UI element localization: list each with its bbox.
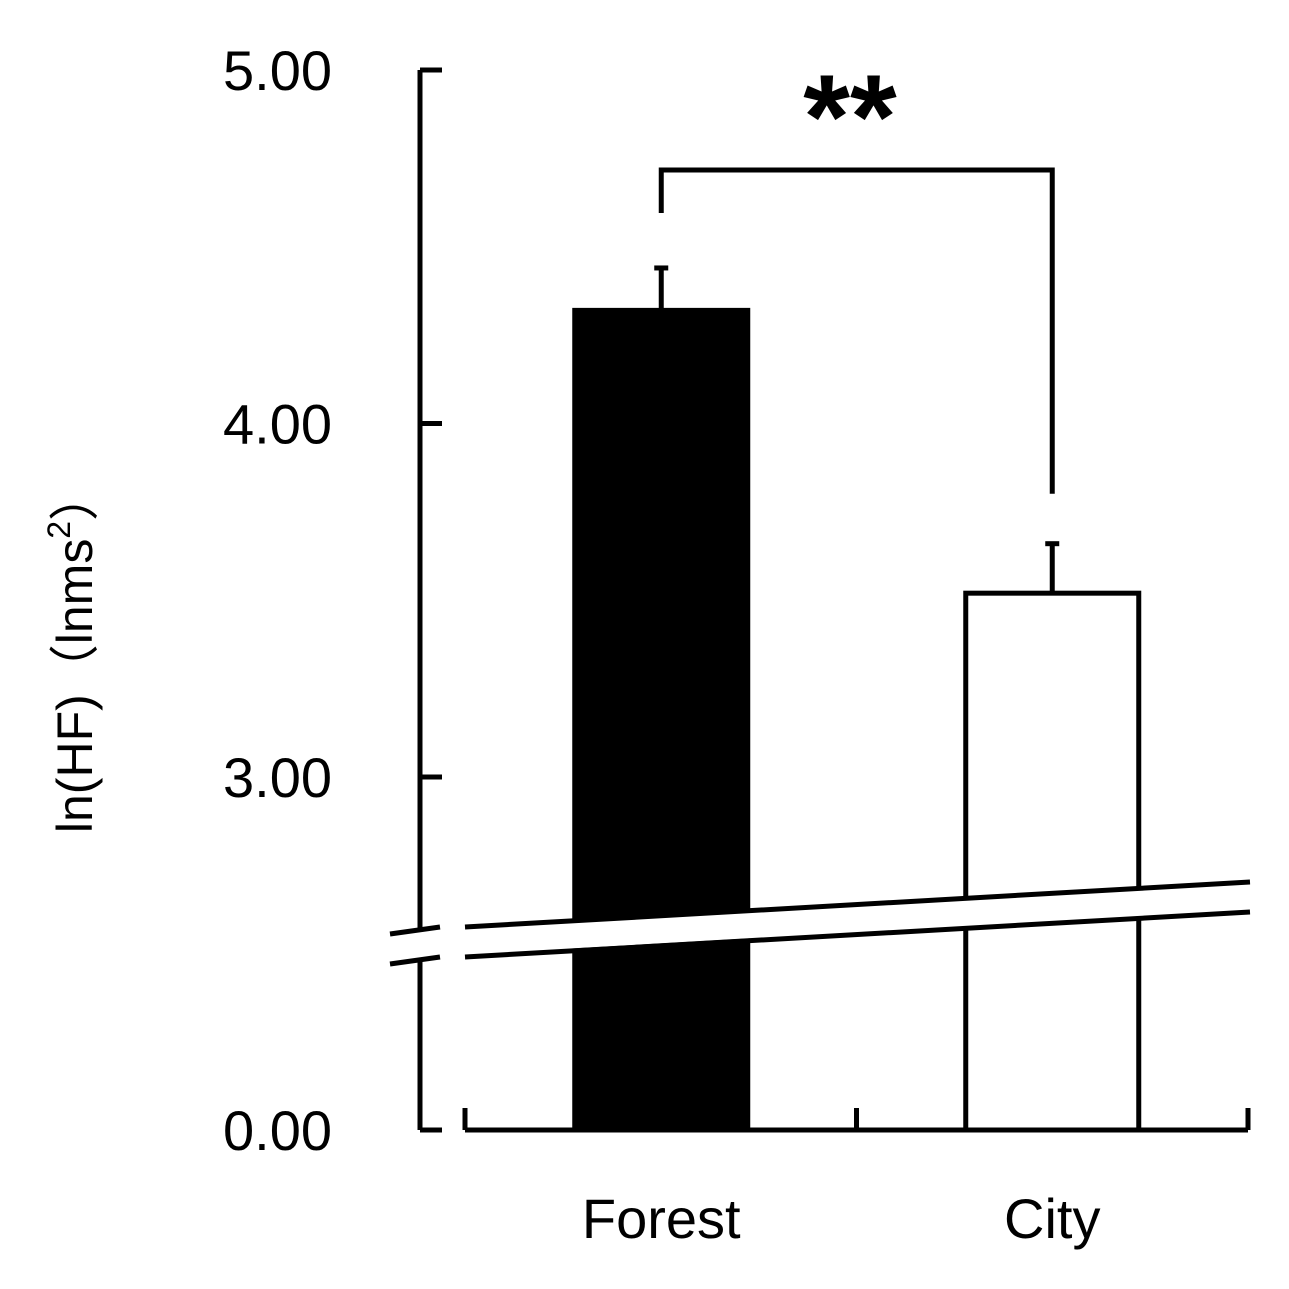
axis-break-line-top <box>464 879 1251 930</box>
y-axis-break-mark-bottom <box>389 954 441 967</box>
y-tick-label: 4.00 <box>223 393 332 456</box>
y-axis-label-superscript: 2 <box>41 521 77 539</box>
bars <box>572 265 1142 1133</box>
bar-city <box>963 590 1142 1133</box>
labels: 0.00 3.00 4.00 5.00 Forest City <box>223 39 1100 1250</box>
y-axis-label-close: ） <box>47 471 103 521</box>
axis-break-marker <box>389 879 1251 967</box>
y-tick-label: 3.00 <box>223 746 332 809</box>
y-tick-label: 5.00 <box>223 39 332 102</box>
bar-forest <box>572 307 751 1133</box>
x-category-label: City <box>1004 1187 1100 1250</box>
y-axis-label: ln(HF)（lnms2） <box>41 471 103 833</box>
y-axis-label-main: ln(HF)（lnms <box>47 539 103 833</box>
y-tick-label: 0.00 <box>223 1099 332 1162</box>
axis-break-line-bottom <box>464 909 1251 960</box>
significance-bracket <box>658 167 1055 494</box>
y-axis-break-mark-top <box>389 924 441 937</box>
x-category-label: Forest <box>582 1187 741 1250</box>
significance-label: ** <box>803 50 897 184</box>
axis-break-band <box>440 884 1250 956</box>
